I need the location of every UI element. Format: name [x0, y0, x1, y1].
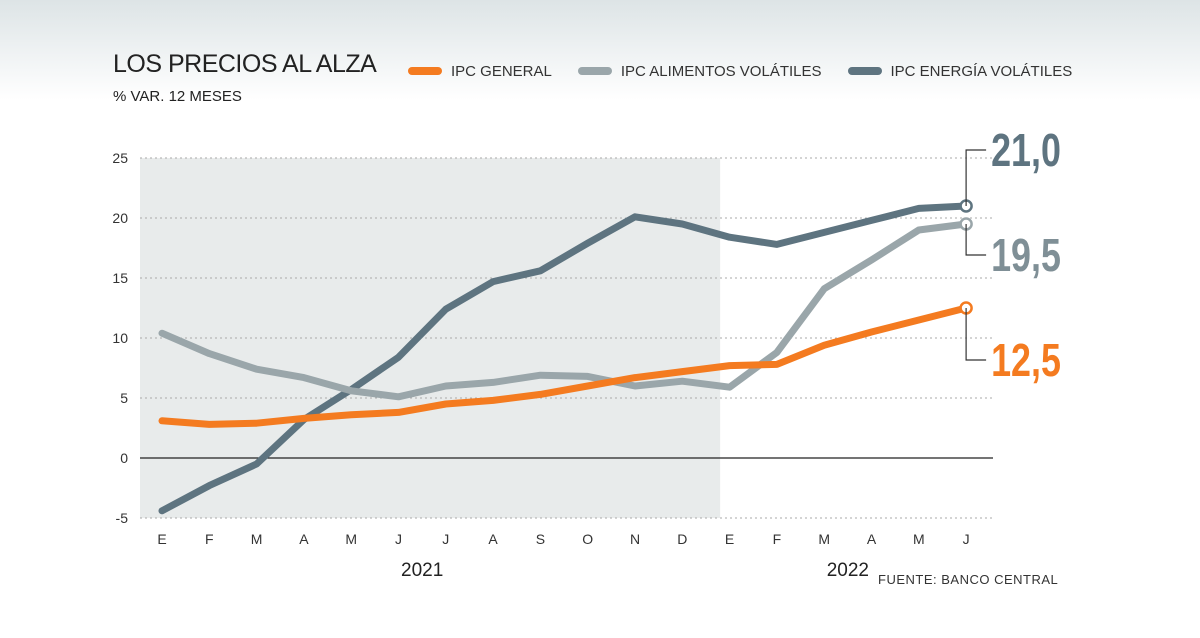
x-tick-label: S [536, 531, 545, 547]
callout-connector-general [965, 308, 987, 361]
legend: IPC GENERAL IPC ALIMENTOS VOLÁTILES IPC … [408, 61, 1098, 81]
x-tick-label: A [488, 531, 498, 547]
header-background [0, 0, 1200, 100]
chart-title: LOS PRECIOS AL ALZA [113, 50, 377, 78]
source-note: FUENTE: BANCO CENTRAL [878, 572, 1059, 587]
series-line-energia [158, 202, 970, 515]
x-tick-label: E [725, 531, 734, 547]
y-tick-label: 5 [120, 390, 128, 406]
legend-swatch-alimentos [577, 67, 612, 75]
x-tick-label: J [963, 531, 970, 547]
x-tick-label: M [913, 531, 925, 547]
x-tick-label: A [299, 531, 309, 547]
legend-item-alimentos: IPC ALIMENTOS VOLÁTILES [577, 62, 822, 80]
legend-label-alimentos: IPC ALIMENTOS VOLÁTILES [620, 62, 822, 80]
legend-swatch-energia [847, 67, 882, 75]
legend-label-general: IPC GENERAL [451, 62, 552, 80]
x-tick-label: F [205, 531, 214, 547]
legend-item-general: IPC GENERAL [408, 63, 552, 80]
legend-swatch-general [408, 67, 442, 75]
y-tick-label: -5 [116, 510, 129, 526]
callout-connector-energia [965, 149, 987, 206]
legend-label-energia: IPC ENERGÍA VOLÁTILES [890, 62, 1073, 80]
end-value-label-general: 12,5 [991, 335, 1061, 386]
y-tick-label: 10 [112, 330, 128, 346]
y-tick-label: 20 [112, 210, 128, 226]
x-tick-label: A [867, 531, 877, 547]
series-line-general [158, 304, 970, 428]
x-tick-label: O [582, 531, 593, 547]
x-tick-label: M [818, 531, 830, 547]
x-tick-label: N [630, 531, 640, 547]
y-tick-label: 15 [112, 270, 128, 286]
y-tick-label: 0 [120, 450, 128, 466]
year-label: 2021 [401, 560, 443, 581]
series-line-alimentos [158, 220, 970, 401]
chart-subtitle: % VAR. 12 MESES [113, 88, 242, 105]
x-tick-label: E [157, 531, 166, 547]
year-label: 2022 [827, 560, 869, 581]
callout-connector-alimentos [965, 224, 987, 256]
x-tick-label: M [345, 531, 357, 547]
x-tick-label: J [395, 531, 402, 547]
legend-item-energia: IPC ENERGÍA VOLÁTILES [847, 62, 1073, 80]
x-tick-label: F [773, 531, 782, 547]
end-value-label-energia: 21,0 [991, 125, 1061, 176]
x-tick-label: J [442, 531, 449, 547]
x-tick-label: D [677, 531, 687, 547]
x-tick-label: M [251, 531, 263, 547]
end-value-label-alimentos: 19,5 [991, 230, 1061, 281]
y-tick-label: 25 [112, 150, 128, 166]
